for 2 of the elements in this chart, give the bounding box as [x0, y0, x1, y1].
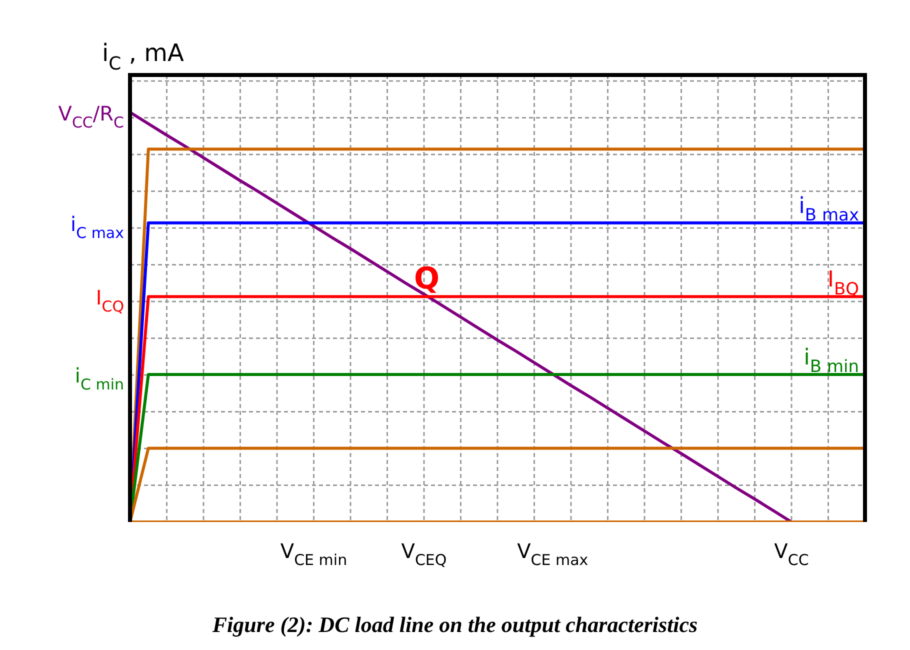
- text: Figure (2): DC load line on the output characteristics: [211, 612, 699, 638]
- annotation: Q: [414, 262, 440, 297]
